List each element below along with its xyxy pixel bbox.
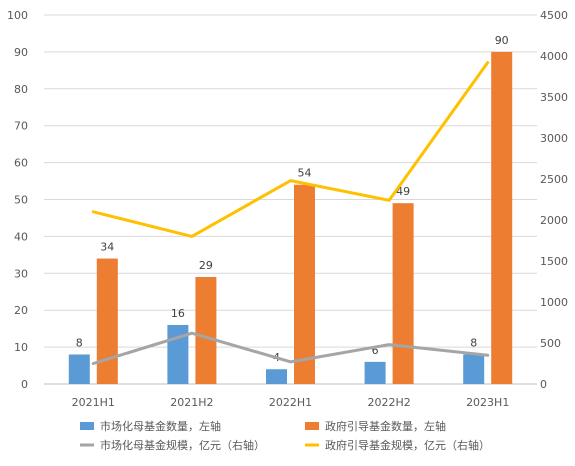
government-fund-count-data-label: 34 [100,241,114,254]
government-fund-scale-line [91,61,490,238]
government-fund-count-data-label: 90 [495,34,509,47]
right-y-tick-label: 2500 [540,173,568,186]
right-y-tick-label: 0 [540,378,547,391]
right-y-tick-label: 4500 [540,9,568,22]
right-y-tick-label: 3000 [540,132,568,145]
left-y-tick-label: 50 [14,194,28,207]
government-fund-count-bar [294,184,315,384]
government-fund-count-bar [195,276,217,384]
market-fund-count-bar [463,354,485,384]
government-fund-count-bar [96,258,118,384]
legend-market-fund-count-label: 市场化母基金数量，左轴 [100,419,221,433]
market-fund-scale-line [91,331,490,365]
left-y-tick-label: 20 [14,304,28,317]
right-y-tick-label: 3500 [540,91,568,104]
right-y-tick-label: 500 [540,337,561,350]
market-fund-count-bar [266,369,287,384]
x-tick-label: 2021H2 [170,396,213,409]
government-fund-count-data-label: 54 [298,167,312,180]
government-fund-count-bar [491,51,513,385]
legend-government-fund-count-label: 政府引导基金数量，左轴 [325,419,446,433]
government-fund-count-data-label: 29 [199,259,213,272]
left-y-tick-label: 30 [14,267,28,280]
left-y-tick-label: 0 [21,378,28,391]
right-y-tick-label: 1500 [540,255,568,268]
x-tick-label: 2022H2 [367,396,410,409]
right-y-tick-label: 2000 [540,214,568,227]
left-y-tick-label: 90 [14,46,28,59]
right-y-tick-label: 1000 [540,296,568,309]
x-tick-label: 2021H1 [72,396,115,409]
legend-market-fund-scale-label: 市场化母基金规模，亿元（右轴） [100,438,265,452]
legend-government-fund-count-swatch [305,422,319,430]
left-y-tick-label: 80 [14,83,28,96]
legend-government-fund-scale-label: 政府引导基金规模，亿元（右轴） [325,438,490,452]
right-y-tick-label: 4000 [540,50,568,63]
market-fund-count-data-label: 16 [171,307,185,320]
x-tick-label: 2023H1 [466,396,509,409]
left-y-tick-label: 40 [14,230,28,243]
market-fund-count-bar [364,361,386,384]
government-fund-count-bar [392,203,414,384]
left-y-tick-label: 70 [14,120,28,133]
left-y-tick-label: 100 [7,9,28,22]
legend-market-fund-count-swatch [80,422,94,430]
x-tick-label: 2022H1 [269,396,312,409]
market-fund-count-data-label: 6 [372,344,379,357]
market-fund-count-data-label: 8 [76,336,83,349]
market-fund-count-data-label: 8 [470,336,477,349]
left-y-tick-label: 60 [14,157,28,170]
government-fund-count-data-label: 49 [396,185,410,198]
market-fund-count-bar [68,354,90,384]
left-y-tick-label: 10 [14,341,28,354]
